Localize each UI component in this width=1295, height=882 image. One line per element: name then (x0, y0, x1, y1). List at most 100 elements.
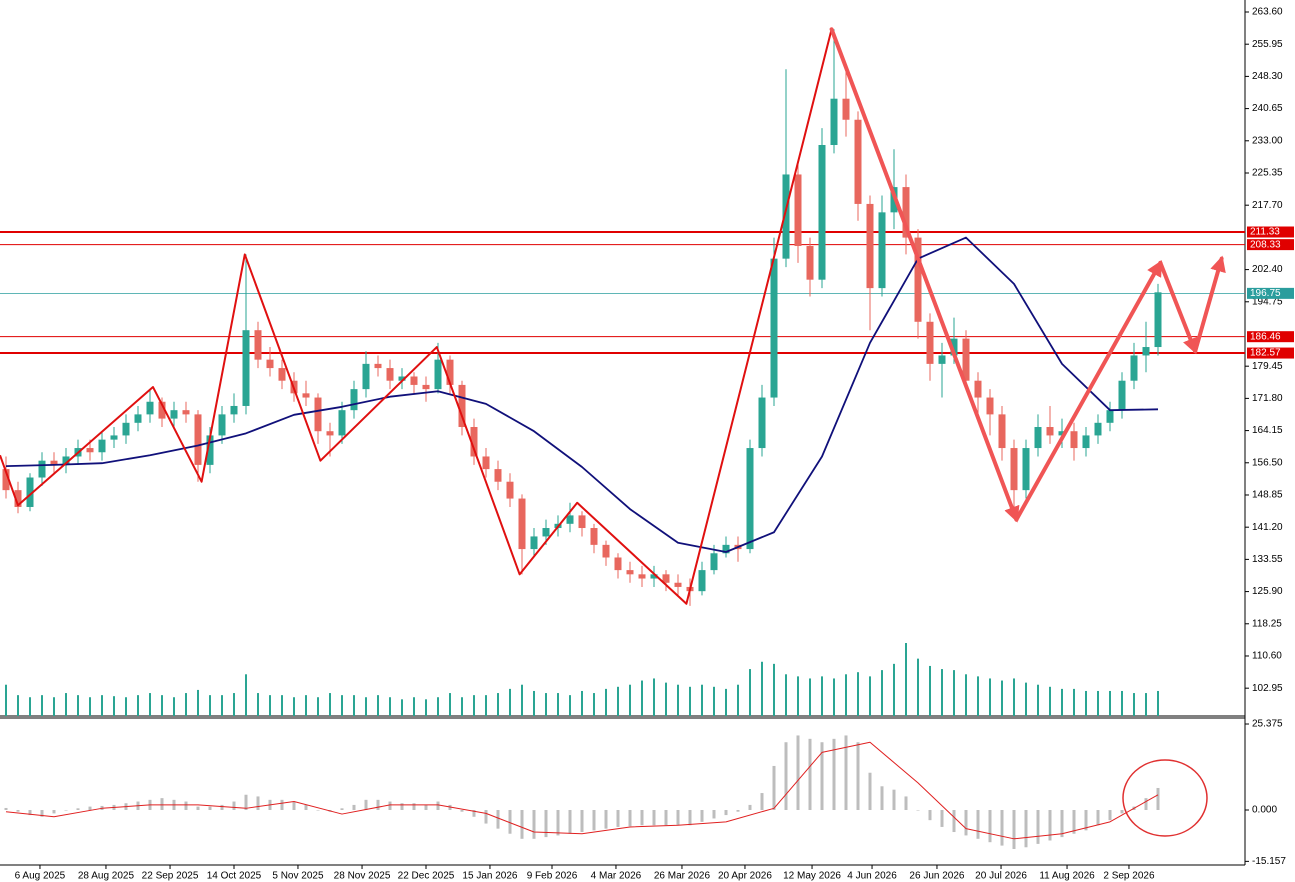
candle-body (206, 435, 214, 465)
macd-bar (604, 810, 608, 829)
volume-bar (821, 676, 823, 716)
candle-body (1082, 435, 1090, 449)
level-label: 186.46 (1250, 331, 1281, 342)
macd-bar (592, 810, 596, 831)
candle-body (638, 574, 646, 579)
macd-bar (988, 810, 992, 843)
candle-body (914, 237, 922, 322)
macd-bar (1036, 810, 1040, 844)
level-label-box (1247, 226, 1294, 238)
candle-body (854, 119, 862, 204)
x-tick-label: 22 Sep 2025 (142, 871, 199, 882)
candle-body (14, 490, 22, 507)
candle-body (770, 258, 778, 398)
x-tick-label: 4 Mar 2026 (591, 871, 642, 882)
x-tick-label: 2 Sep 2026 (1103, 871, 1155, 882)
highlight-circle (1122, 759, 1208, 837)
macd-bar (508, 810, 512, 834)
volume-bar (1145, 693, 1147, 716)
macd-bar (892, 789, 896, 811)
volume-bar (353, 695, 355, 716)
volume-bar (689, 686, 691, 716)
volume-bar (497, 693, 499, 716)
y-tick-label: 110.60 (1252, 651, 1282, 662)
macd-bar (664, 810, 668, 826)
macd-bar (1084, 810, 1088, 831)
macd-bar (1156, 787, 1160, 811)
volume-bar (797, 676, 799, 716)
macd-bar (256, 796, 260, 811)
volume-bar (245, 674, 247, 716)
candle-body (62, 456, 70, 465)
candle-body (746, 448, 754, 550)
volume-bar (425, 699, 427, 716)
volume-bar (809, 678, 811, 716)
candle-body (842, 98, 850, 120)
candle-body (254, 330, 262, 360)
macd-bar (1024, 810, 1028, 848)
volume-bar (641, 680, 643, 716)
volume-bar (569, 695, 571, 716)
candle-body (362, 363, 370, 390)
forecast-arrow (1014, 260, 1163, 522)
volume-bar (845, 674, 847, 716)
candle-body (530, 536, 538, 550)
volume-bar (737, 684, 739, 716)
volume-bar (149, 693, 151, 716)
volume-bar (677, 684, 679, 716)
y-tick-label: 255.95 (1252, 39, 1283, 50)
candle-body (314, 397, 322, 432)
volume-bar (701, 684, 703, 716)
candle-body (614, 557, 622, 571)
macd-bar (640, 810, 644, 826)
macd-bar (340, 808, 344, 811)
macd-bar (784, 742, 788, 811)
x-tick-label: 6 Aug 2025 (15, 871, 66, 882)
candle-body (494, 469, 502, 482)
candle-body (350, 389, 358, 411)
macd-bar (820, 742, 824, 811)
macd-bar (568, 810, 572, 834)
candle-body (662, 574, 670, 583)
volume-bar (29, 697, 31, 716)
zigzag (0, 29, 833, 605)
macd-bar (628, 810, 632, 827)
macd-bar (904, 796, 908, 811)
macd-bar (88, 806, 92, 811)
volume-bar (665, 682, 667, 716)
candle-body (902, 187, 910, 238)
candle-body (242, 330, 250, 406)
macd-bar (748, 804, 752, 811)
candle-body (1106, 410, 1114, 423)
y-tick-label: 194.75 (1252, 296, 1283, 307)
macd-bar (1072, 810, 1076, 834)
forecast-arrow (1193, 255, 1226, 354)
volume-bar (173, 697, 175, 716)
macd-bar (796, 735, 800, 811)
candle-body (566, 515, 574, 524)
x-tick-label: 22 Dec 2025 (398, 871, 455, 882)
volume-bar (125, 697, 127, 716)
y-tick-label: 125.90 (1252, 586, 1283, 597)
volume-bar (833, 678, 835, 716)
macd-bar (556, 810, 560, 836)
volume-bar (545, 693, 547, 716)
macd-bar (1048, 810, 1052, 841)
candle-body (38, 460, 46, 478)
macd-bar (244, 794, 248, 811)
volume-bar (1157, 690, 1159, 716)
x-tick-label: 15 Jan 2026 (462, 871, 517, 882)
candle-body (698, 570, 706, 592)
candle-body (458, 384, 466, 428)
candle-body (1034, 427, 1042, 449)
candle-body (386, 368, 394, 381)
y-tick-label: 133.55 (1252, 554, 1283, 565)
candle-body (374, 363, 382, 369)
candle-body (278, 368, 286, 381)
candle-body (998, 414, 1006, 449)
candle-body (122, 422, 130, 436)
candle-body (722, 544, 730, 554)
macd-bar (544, 810, 548, 838)
level-label-box (1247, 331, 1294, 343)
candle-body (146, 401, 154, 415)
